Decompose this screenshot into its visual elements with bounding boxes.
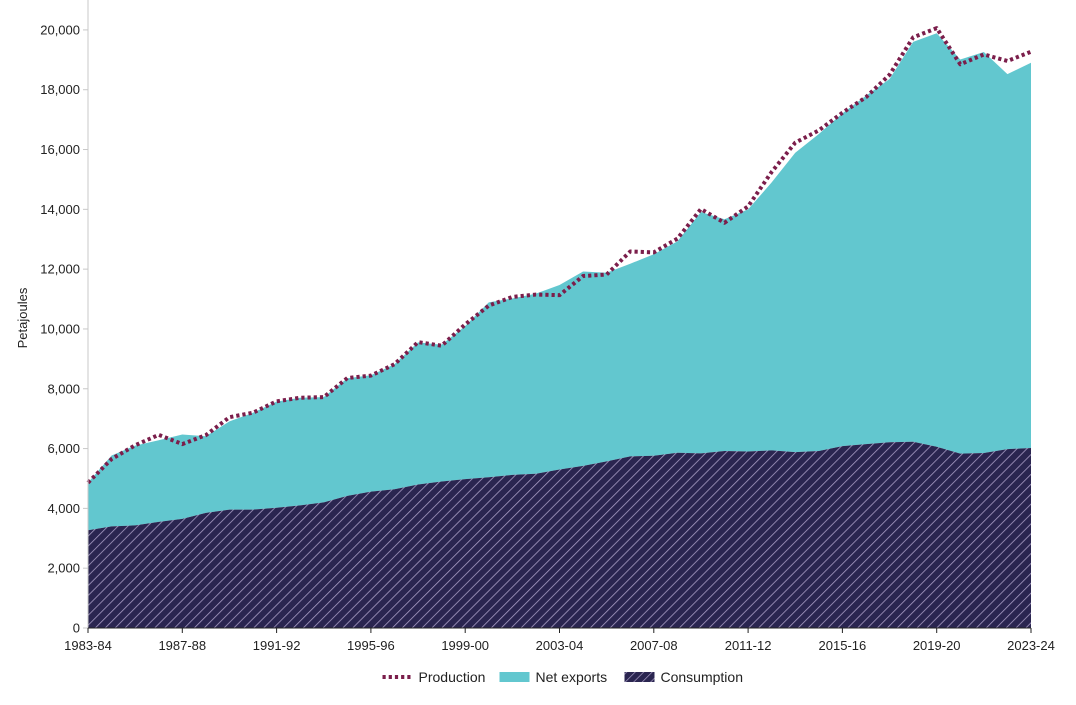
y-tick-label: 6,000 <box>47 441 80 456</box>
x-tick-label: 2011-12 <box>725 638 772 653</box>
x-tick-label: 2019-20 <box>913 638 961 653</box>
y-tick-label: 18,000 <box>40 82 80 97</box>
series-area-consumption <box>88 441 1031 628</box>
x-tick-label: 1995-96 <box>347 638 395 653</box>
legend: Production Net exports Consumption <box>382 669 744 685</box>
x-tick-label: 2003-04 <box>536 638 584 653</box>
area-layer <box>88 33 1031 628</box>
x-tick-label: 1983-84 <box>64 638 112 653</box>
legend-swatch-net-exports <box>499 672 530 682</box>
x-tick-label: 2007-08 <box>630 638 678 653</box>
x-tick-label: 1991-92 <box>253 638 301 653</box>
legend-label: Production <box>419 669 486 685</box>
y-tick-label: 12,000 <box>40 262 80 277</box>
y-tick-label: 0 <box>73 621 80 636</box>
y-ticks: 0 2,000 4,000 6,000 8,000 10,000 12,000 14,000 1… <box>40 22 88 636</box>
y-tick-label: 2,000 <box>47 561 80 576</box>
y-tick-label: 16,000 <box>40 142 80 157</box>
x-tick-label: 2023-24 <box>1007 638 1055 653</box>
x-tick-label: 1999-00 <box>441 638 489 653</box>
series-area-net-exports <box>88 33 1031 531</box>
y-tick-label: 4,000 <box>47 501 80 516</box>
y-axis-title: Petajoules <box>15 287 30 348</box>
y-tick-label: 20,000 <box>40 22 80 37</box>
x-tick-label: 1987-88 <box>158 638 206 653</box>
x-ticks: 1983-84 1987-88 1991-92 1995-96 1999-00 2003-… <box>64 628 1055 653</box>
y-tick-label: 8,000 <box>47 381 80 396</box>
y-tick-label: 14,000 <box>40 202 80 217</box>
x-tick-label: 2015-16 <box>819 638 867 653</box>
y-tick-label: 10,000 <box>40 321 80 336</box>
line-layer <box>86 26 1032 485</box>
series-line-production <box>86 26 1032 485</box>
legend-label: Net exports <box>536 669 608 685</box>
legend-swatch-consumption <box>624 672 655 682</box>
legend-label: Consumption <box>661 669 744 685</box>
